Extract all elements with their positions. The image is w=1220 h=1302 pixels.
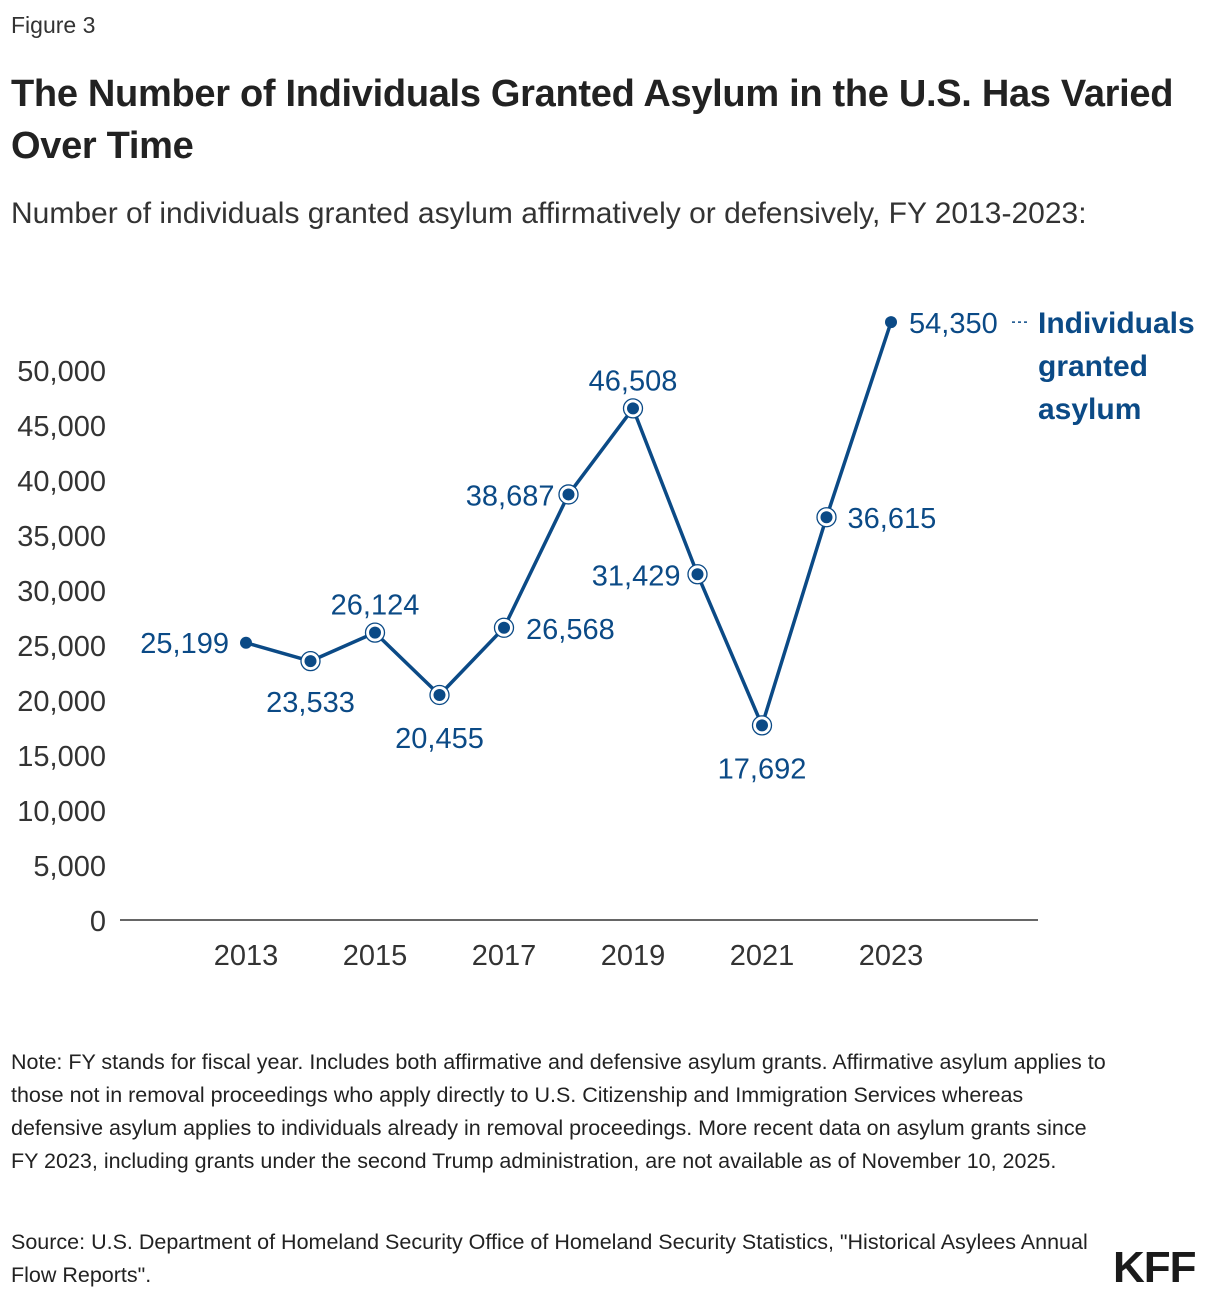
- x-tick-label: 2015: [343, 940, 408, 972]
- data-label: 17,692: [718, 753, 807, 785]
- series-label: asylum: [1038, 393, 1141, 426]
- x-tick-label: 2017: [472, 940, 537, 972]
- y-tick-label: 15,000: [17, 741, 106, 773]
- chart-source: Source: U.S. Department of Homeland Secu…: [11, 1230, 1088, 1287]
- data-label: 46,508: [589, 365, 678, 397]
- figure-label: Figure 3: [11, 12, 96, 38]
- data-label: 54,350: [909, 308, 998, 340]
- x-tick-label: 2013: [214, 940, 279, 972]
- data-label: 23,533: [266, 687, 355, 719]
- data-label: 36,615: [848, 503, 937, 535]
- data-point: [885, 316, 897, 329]
- x-tick-label: 2019: [601, 940, 666, 972]
- data-label: 20,455: [395, 723, 484, 755]
- chart-note: Note: FY stands for fiscal year. Include…: [11, 1050, 1106, 1173]
- y-tick-label: 0: [90, 906, 106, 938]
- data-label: 25,199: [140, 628, 229, 660]
- y-tick-label: 5,000: [33, 851, 106, 883]
- series-label: Individuals: [1038, 307, 1195, 340]
- x-tick-label: 2021: [730, 940, 795, 972]
- y-tick-label: 20,000: [17, 686, 106, 718]
- data-point: [756, 719, 768, 732]
- y-tick-label: 40,000: [17, 466, 106, 498]
- data-point: [369, 626, 381, 639]
- data-label: 31,429: [592, 560, 681, 592]
- y-tick-label: 10,000: [17, 796, 106, 828]
- data-point: [498, 621, 510, 634]
- data-point: [691, 568, 704, 581]
- series-line: [245, 321, 893, 728]
- chart-subtitle: Number of individuals granted asylum aff…: [11, 197, 1087, 230]
- data-label: 26,568: [526, 614, 615, 646]
- series-label: granted: [1038, 350, 1148, 383]
- y-tick-label: 35,000: [17, 521, 106, 553]
- kff-logo: KFF: [1113, 1243, 1197, 1292]
- x-tick-label: 2023: [859, 940, 924, 972]
- data-label: 38,687: [466, 480, 555, 512]
- line-chart: 0 5,000 10,000 15,000 20,000 25,000 30,000 35,0…: [17, 307, 1195, 972]
- data-point: [820, 511, 833, 524]
- y-tick-label: 50,000: [17, 356, 106, 388]
- y-tick-label: 30,000: [17, 576, 106, 608]
- data-point: [562, 488, 575, 501]
- data-point: [627, 402, 639, 415]
- data-point: [240, 636, 252, 649]
- y-tick-label: 45,000: [17, 411, 106, 443]
- data-point: [433, 688, 446, 701]
- chart-title: The Number of Individuals Granted Asylum…: [11, 73, 1174, 167]
- y-tick-label: 25,000: [17, 631, 106, 663]
- data-label: 26,124: [331, 590, 420, 622]
- data-point: [304, 655, 317, 668]
